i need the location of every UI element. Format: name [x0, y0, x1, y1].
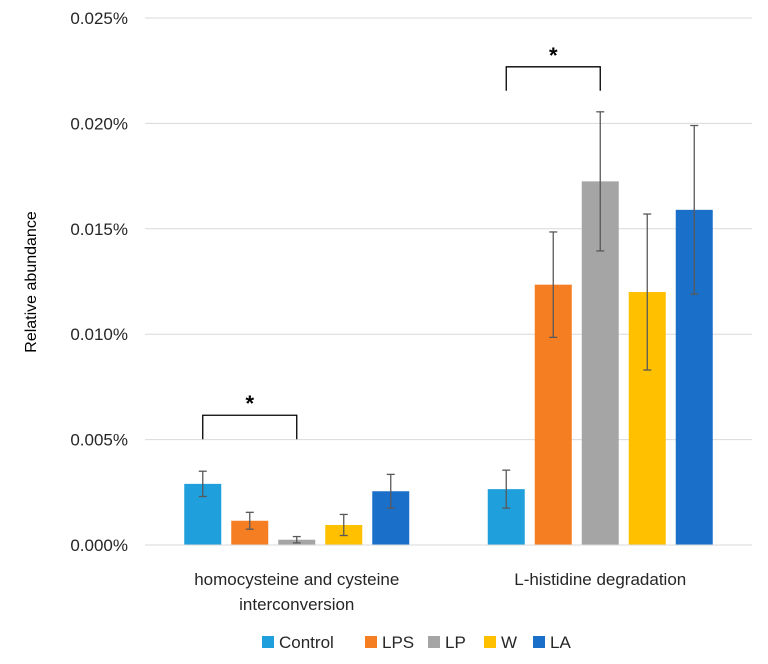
error-bars: [198, 111, 699, 544]
significance-star: *: [245, 391, 254, 416]
legend-swatch-lps: [365, 636, 377, 648]
y-tick-label: 0.025%: [70, 9, 128, 28]
significance-bracket: [505, 66, 601, 91]
significance-brackets: **: [202, 43, 601, 440]
y-tick-label: 0.000%: [70, 536, 128, 555]
y-tick-label: 0.015%: [70, 220, 128, 239]
legend-swatch-w: [484, 636, 496, 648]
significance-star: *: [549, 43, 558, 68]
y-axis-title: Relative abundance: [23, 211, 40, 353]
legend-label-la: LA: [550, 633, 571, 652]
legend-swatch-control: [262, 636, 274, 648]
legend-swatch-lp: [428, 636, 440, 648]
y-tick-label: 0.005%: [70, 431, 128, 450]
x-category-label: interconversion: [239, 595, 354, 614]
y-tick-label: 0.020%: [70, 114, 128, 133]
bars: [184, 181, 713, 545]
x-axis-category-labels: homocysteine and cysteine interconversion…: [194, 570, 686, 614]
x-category-label: L-histidine degradation: [514, 570, 686, 589]
legend-swatch-la: [533, 636, 545, 648]
x-category-label: homocysteine and cysteine: [194, 570, 399, 589]
y-axis-tick-labels: 0.000% 0.005% 0.010% 0.015% 0.020% 0.025%: [70, 9, 128, 555]
legend-label-lps: LPS: [382, 633, 414, 652]
legend-label-lp: LP: [445, 633, 466, 652]
legend: Control LPS LP W LA: [262, 633, 571, 652]
legend-label-control: Control: [279, 633, 334, 652]
y-tick-label: 0.010%: [70, 325, 128, 344]
legend-label-w: W: [501, 633, 517, 652]
significance-bracket: [202, 414, 298, 440]
